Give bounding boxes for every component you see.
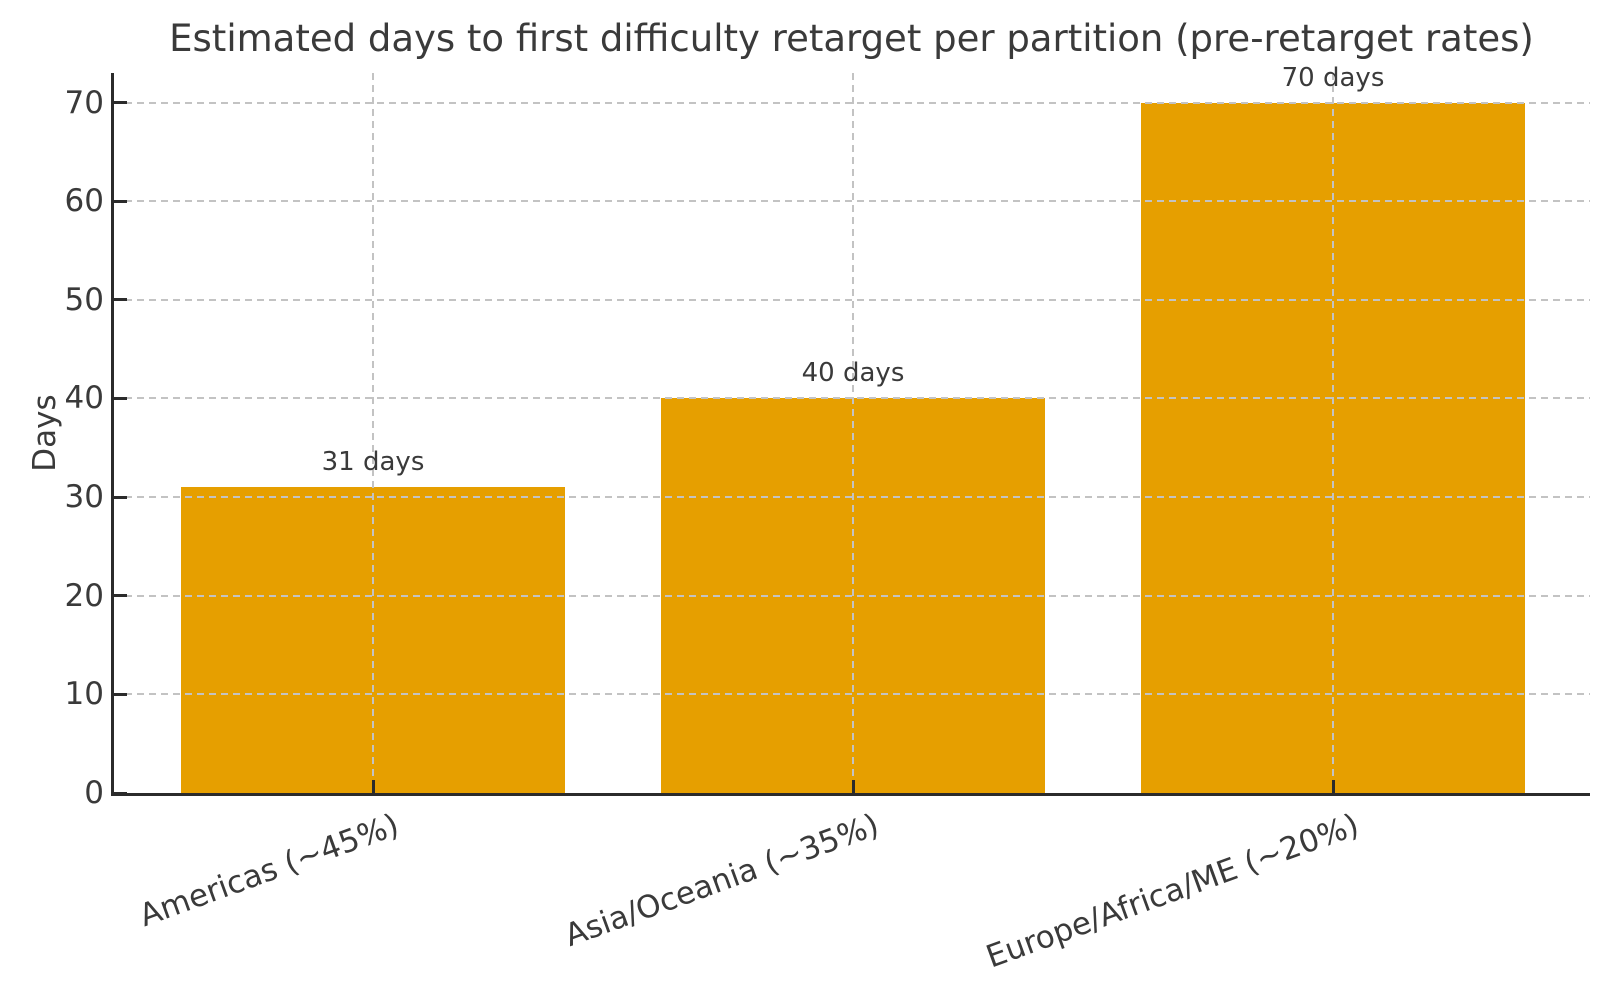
y-tick: [114, 692, 127, 696]
bar-value-label: 40 days: [801, 358, 905, 389]
h-gridline: [113, 496, 1590, 499]
bar-value-label: 31 days: [321, 447, 425, 478]
y-tick-label: 70: [64, 84, 104, 121]
v-gridline: [1332, 73, 1334, 793]
y-tick: [114, 298, 127, 302]
chart-title: Estimated days to first difficulty retar…: [169, 17, 1534, 60]
h-gridline: [113, 200, 1590, 203]
h-gridline: [113, 693, 1590, 696]
y-tick-label: 60: [64, 183, 104, 220]
y-tick-label: 20: [64, 577, 104, 614]
x-tick: [851, 780, 855, 793]
x-tick: [1331, 780, 1335, 793]
y-tick: [114, 495, 127, 499]
y-tick-label: 50: [64, 281, 104, 318]
y-axis-spine: [111, 73, 114, 796]
y-tick: [114, 594, 127, 598]
h-gridline: [113, 397, 1590, 400]
y-tick-label: 10: [64, 676, 104, 713]
y-tick-label: 30: [64, 479, 104, 516]
y-tick-label: 0: [84, 775, 104, 811]
y-tick-label: 40: [64, 380, 104, 417]
x-tick-label: Americas (~45%): [134, 806, 404, 935]
v-gridline: [372, 73, 374, 793]
h-gridline: [113, 594, 1590, 597]
y-tick: [114, 791, 127, 795]
v-gridline: [852, 73, 854, 793]
y-tick: [114, 199, 127, 203]
y-tick: [114, 101, 127, 105]
x-axis-spine: [111, 793, 1590, 796]
y-tick: [114, 396, 127, 400]
h-gridline: [113, 298, 1590, 301]
h-gridline: [113, 101, 1590, 104]
x-tick: [371, 780, 375, 793]
bar-value-label: 70 days: [1281, 62, 1385, 93]
